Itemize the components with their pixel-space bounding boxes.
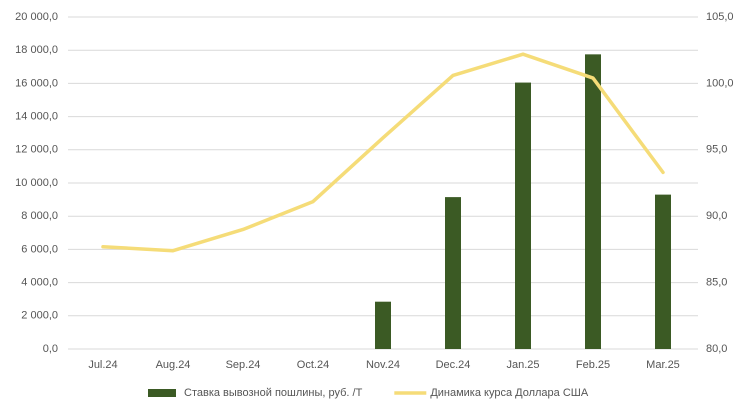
y2-tick-label: 95,0 (706, 144, 727, 156)
bar (375, 301, 391, 349)
y2-tick-label: 105,0 (706, 11, 734, 23)
y-tick-label: 18 000,0 (15, 44, 58, 56)
x-tick-label: Feb.25 (576, 359, 610, 371)
y-tick-label: 20 000,0 (15, 11, 58, 23)
x-tick-label: Nov.24 (366, 359, 400, 371)
y-tick-label: 8 000,0 (21, 210, 58, 222)
x-tick-label: Jul.24 (88, 359, 117, 371)
x-tick-label: Oct.24 (297, 359, 329, 371)
bar (655, 194, 671, 349)
x-tick-label: Mar.25 (646, 359, 680, 371)
y2-tick-label: 80,0 (706, 343, 727, 355)
x-tick-label: Jan.25 (506, 359, 539, 371)
y-tick-label: 4 000,0 (21, 277, 58, 289)
legend-label: Динамика курса Доллара США (430, 387, 589, 399)
x-tick-label: Aug.24 (156, 359, 191, 371)
bar (515, 82, 531, 349)
y2-tick-label: 85,0 (706, 277, 727, 289)
y2-tick-label: 90,0 (706, 210, 727, 222)
bar (445, 197, 461, 349)
x-tick-label: Dec.24 (436, 359, 471, 371)
y-tick-label: 16 000,0 (15, 77, 58, 89)
x-tick-label: Sep.24 (226, 359, 261, 371)
legend-swatch (148, 389, 176, 397)
legend-label: Ставка вывозной пошлины, руб. /Т (184, 387, 363, 399)
y-tick-label: 2 000,0 (21, 310, 58, 322)
y2-tick-label: 100,0 (706, 77, 734, 89)
y-tick-label: 12 000,0 (15, 144, 58, 156)
line (101, 52, 665, 253)
y-tick-label: 14 000,0 (15, 111, 58, 123)
y-tick-label: 0,0 (43, 343, 58, 355)
y-tick-label: 10 000,0 (15, 177, 58, 189)
y-tick-label: 6 000,0 (21, 243, 58, 255)
bar (585, 54, 601, 349)
